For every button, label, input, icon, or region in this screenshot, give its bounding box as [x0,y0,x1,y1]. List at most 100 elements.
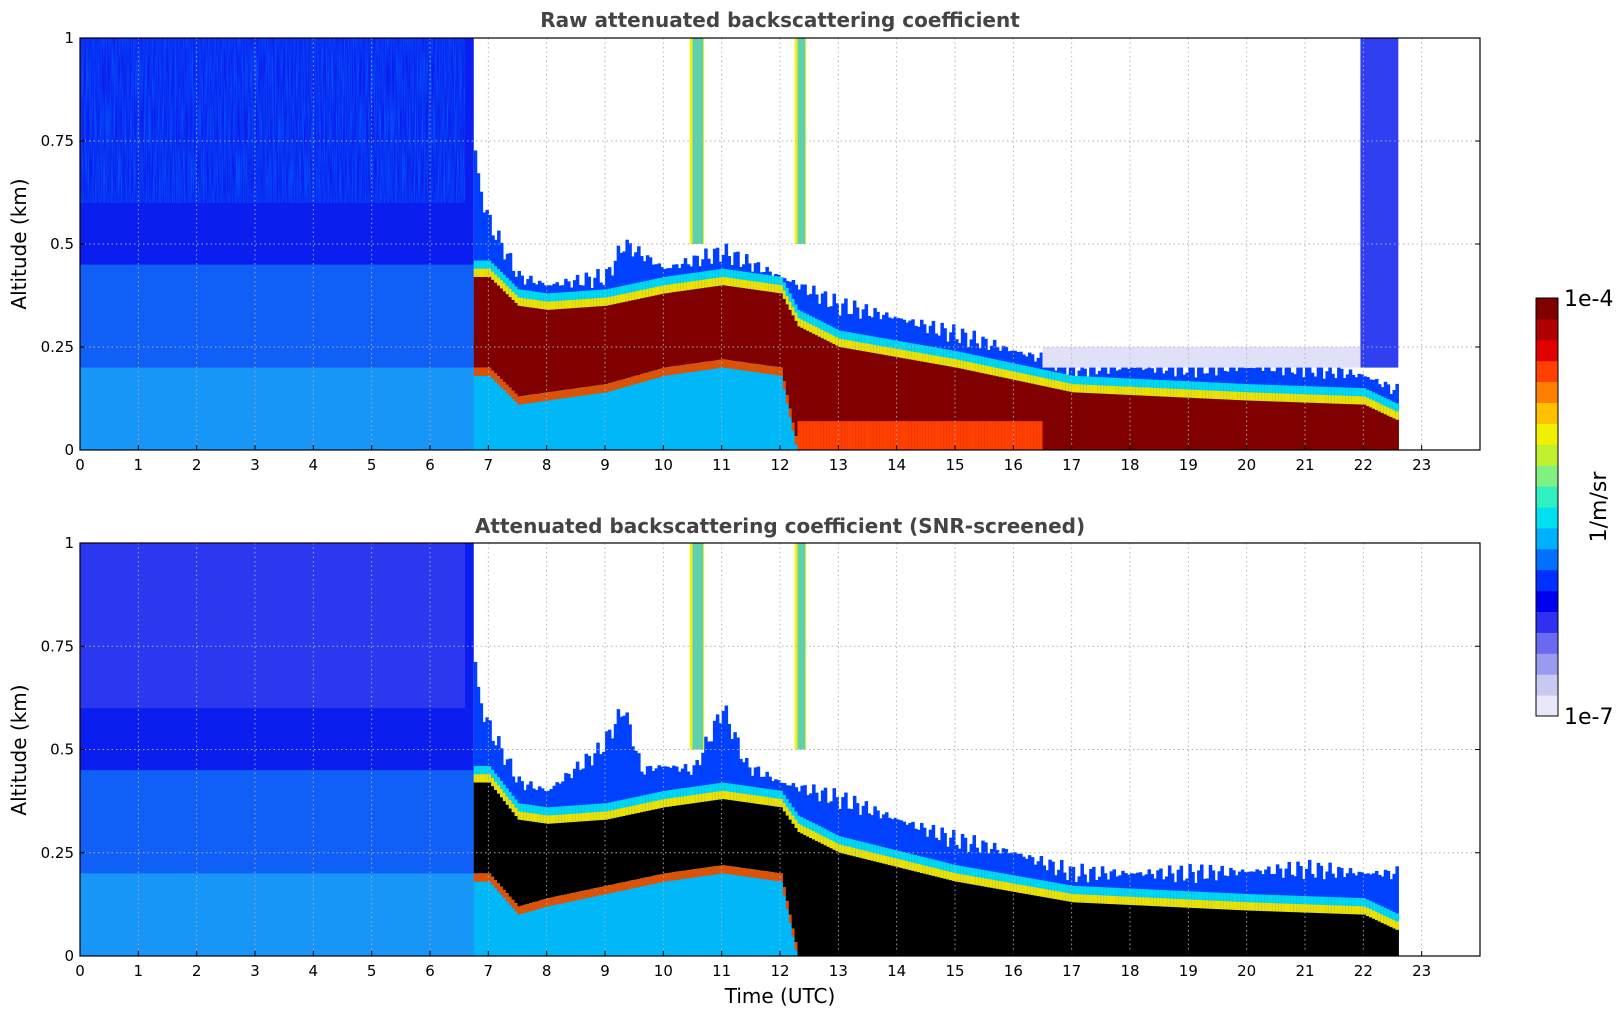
bottom-layer-edge-inner [689,795,694,804]
top-layer-fringe [809,293,813,333]
bottom-layer-fringe [835,797,839,852]
bottom-x-tick-label: 17 [1062,962,1081,980]
top-dense-layer [1027,383,1032,450]
top-near-surface [844,421,848,450]
bottom-layer-edge-inner [610,810,615,819]
bottom-dense-layer [1255,910,1259,956]
top-layer-edge-inner [963,361,968,370]
top-layer-fringe [605,269,609,306]
bottom-layer-edge-inner [1395,921,1399,930]
bottom-dense-layer [785,815,790,901]
top-layer-edge [1360,388,1364,405]
bottom-layer-edge-inner [1275,903,1280,912]
bottom-dense-layer [1302,912,1306,956]
bottom-below-layer [692,869,697,956]
bottom-dense-layer [1232,909,1236,956]
bottom-dense-layer [873,861,877,956]
bottom-layer-fringe [1249,871,1254,911]
top-x-axis: 0 1 2 3 4 5 6 7 8 9 10 11 12 13 14 15 16 17 18 19 20 21 22 23 [75,445,1431,474]
bottom-layer-edge-inner [1051,890,1055,899]
bottom-layer-fringe [1240,869,1245,911]
bottom-below-layer [529,903,533,956]
top-layer-edge-inner [1039,377,1044,386]
bottom-layer-edge-inner [1232,901,1236,910]
bottom-layer-edge-inner [1328,905,1332,914]
top-layer-fringe [473,150,478,277]
bottom-layer-edge-inner [605,811,609,820]
top-layer-edge-inner [850,340,854,350]
bottom-layer-edge-inner [1299,904,1303,913]
top-x-tick-label: 3 [250,456,260,474]
top-layer-edge-inner [517,297,522,306]
top-dense-layer [640,298,644,375]
bottom-layer-fringe [1305,868,1309,913]
top-layer-base [567,389,571,398]
bottom-dense-layer [640,812,644,879]
top-layer-base [602,384,606,393]
bottom-below-layer [593,888,597,956]
bottom-layer-edge-inner [1130,896,1134,906]
top-layer-edge-inner [1162,388,1166,397]
bottom-layer-edge-inner [998,881,1003,890]
top-dense-layer [558,309,562,391]
bottom-layer-edge-inner [715,791,720,800]
top-layer-fringe [949,332,953,367]
top-layer-edge-inner [1290,393,1294,403]
bottom-layer-edge-inner [645,802,650,812]
top-layer-base [581,387,586,396]
bottom-layer-fringe [1366,873,1370,917]
top-layer-base [753,363,758,373]
bottom-layer-fringe [1223,875,1227,910]
top-dense-layer [759,290,764,365]
bottom-layer-base [552,896,557,906]
bottom-layer-edge-inner [922,865,927,874]
top-layer-base [765,365,769,374]
top-dense-layer [753,289,758,364]
bottom-layer-edge-inner [1153,897,1157,907]
bottom-dense-layer [966,883,971,956]
top-layer-edge [500,272,504,289]
top-layer-edge-inner [803,321,807,330]
top-layer-fringe [829,306,834,343]
top-layer-edge-inner [1010,371,1014,380]
top-dense-layer [794,320,799,437]
top-dense-layer [540,309,545,394]
top-below-layer [768,365,772,450]
colorbar-segment [1536,402,1558,424]
top-dense-layer [800,327,804,450]
bottom-layer-edge-inner [1380,914,1385,923]
top-dense-layer [1092,393,1096,450]
bottom-layer-edge-inner [590,812,594,821]
top-layer-edge-inner [537,300,542,309]
top-layer-edge-inner [925,354,930,363]
bottom-layer-base [529,903,533,912]
bottom-layer-edge-inner [663,799,667,808]
top-layer-edge [640,281,644,299]
bottom-layer-edge-inner [826,838,831,847]
top-below-layer [771,366,775,450]
top-layer-edge [698,272,702,289]
bottom-layer-fringe [701,752,705,802]
bottom-layer-edge-inner [960,874,965,883]
bottom-layer-base [590,888,594,898]
bottom-layer-fringe [957,848,962,883]
top-dense-layer [963,369,968,450]
bottom-layer-fringe [1220,865,1224,910]
bottom-layer-base [771,872,775,881]
bottom-dense-layer [940,878,944,956]
top-dense-layer [508,297,513,388]
bottom-layer-fringe [742,762,746,802]
top-y-tick-label: 0.25 [41,338,74,356]
bottom-below-layer [590,888,594,956]
bottom-dense-layer [1115,904,1119,956]
colorbar-min-label: 1e-7 [1564,705,1613,730]
top-layer-base [768,365,772,375]
bottom-dense-layer [800,833,804,956]
bottom-layer-fringe [631,746,635,815]
top-below-layer [788,408,793,450]
bottom-layer-fringe [675,766,679,806]
top-layer-edge-inner [1243,392,1248,401]
bottom-dense-layer [1299,912,1303,956]
top-layer-edge-inner [1307,394,1312,403]
bottom-layer-edge-inner [835,843,839,852]
